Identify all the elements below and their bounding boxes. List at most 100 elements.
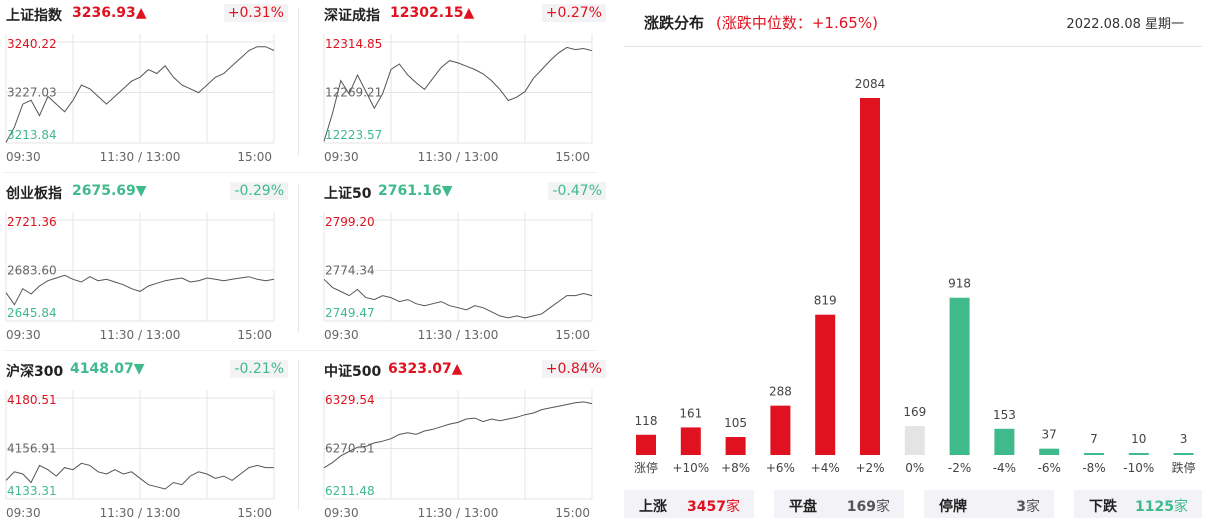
summary-label: 下跌 — [1089, 499, 1117, 515]
summary-value: 1125家 — [1135, 499, 1188, 515]
bar-category-label: +2% — [855, 461, 884, 475]
index-intraday-chart: 12314.85 12269.21 12223.57 09:30 11:30 / 13:… — [323, 34, 593, 164]
index-panel[interactable]: 上证50 2761.16▼ -0.47% 2799.20 2774.34 2749.… — [322, 178, 612, 350]
index-name: 沪深300 — [6, 364, 64, 380]
x-tick-label: 09:30 — [6, 506, 41, 520]
index-price: 3236.93▲ — [72, 5, 147, 21]
bar-value-label: 3 — [1180, 432, 1188, 446]
index-panel[interactable]: 创业板指 2675.69▼ -0.29% 2721.36 2683.60 2645.… — [4, 178, 294, 350]
distribution-bar — [1084, 453, 1104, 455]
distribution-bar — [860, 98, 880, 455]
x-tick-label: 09:30 — [324, 328, 359, 342]
distribution-bar — [949, 297, 970, 455]
y-low-label: 4133.31 — [7, 484, 57, 498]
bar-value-label: 918 — [948, 277, 971, 291]
summary-value: 169家 — [846, 499, 890, 515]
y-low-label: 6211.48 — [325, 484, 375, 498]
price-line — [5, 462, 274, 490]
summary-value: 3家 — [1016, 499, 1040, 515]
price-line — [323, 401, 593, 469]
x-tick-label: 11:30 / 13:00 — [100, 328, 181, 342]
summary-rise: 上涨 3457家 — [624, 490, 754, 518]
x-tick-label: 11:30 / 13:00 — [418, 506, 499, 520]
bar-value-label: 10 — [1131, 432, 1146, 446]
bar-value-label: 161 — [679, 406, 702, 420]
distribution-bar — [815, 314, 836, 455]
index-price: 12302.15▲ — [390, 5, 475, 21]
x-tick-label: 15:00 — [237, 328, 272, 342]
index-name: 中证500 — [324, 364, 382, 380]
index-intraday-chart: 2799.20 2774.34 2749.47 09:30 11:30 / 13:00 1… — [323, 212, 593, 342]
y-mid-label: 2774.34 — [325, 264, 375, 278]
distribution-date: 2022.08.08 星期一 — [1066, 17, 1184, 32]
summary-label: 上涨 — [639, 499, 667, 515]
price-line — [323, 46, 593, 142]
price-line — [323, 278, 593, 319]
bar-category-label: 跌停 — [1172, 460, 1196, 475]
index-panel[interactable]: 上证指数 3236.93▲ +0.31% 3240.22 3227.03 3213.… — [4, 0, 294, 172]
x-tick-label: 11:30 / 13:00 — [100, 506, 181, 520]
x-tick-label: 09:30 — [324, 506, 359, 520]
summary-suspended: 停牌 3家 — [924, 490, 1054, 518]
x-tick-label: 11:30 / 13:00 — [100, 150, 181, 164]
bar-category-label: -10% — [1123, 461, 1154, 475]
bar-value-label: 288 — [769, 385, 792, 399]
summary-label: 平盘 — [789, 499, 817, 515]
index-panel[interactable]: 深证成指 12302.15▲ +0.27% 12314.85 12269.21 12… — [322, 0, 612, 172]
index-intraday-chart: 6329.54 6270.51 6211.48 09:30 11:30 / 13:00 1… — [323, 390, 593, 520]
bar-category-label: -2% — [948, 461, 971, 475]
bar-category-label: -4% — [993, 461, 1016, 475]
price-line — [5, 274, 275, 306]
index-change-badge: +0.31% — [223, 4, 288, 22]
summary-fall: 下跌 1125家 — [1074, 490, 1202, 518]
distribution-median: (涨跌中位数：+1.65%) — [716, 14, 878, 32]
x-tick-label: 15:00 — [555, 506, 590, 520]
index-panel[interactable]: 中证500 6323.07▲ +0.84% 6329.54 6270.51 6211… — [322, 356, 612, 528]
panel-divider-vertical — [298, 185, 299, 333]
price-line — [5, 46, 275, 143]
index-name: 创业板指 — [6, 186, 62, 202]
bar-value-label: 153 — [993, 408, 1016, 422]
summary-value: 3457家 — [687, 499, 740, 515]
panel-divider-horizontal — [4, 350, 596, 351]
y-high-label: 2799.20 — [325, 215, 375, 229]
index-price: 2761.16▼ — [378, 183, 453, 199]
index-change-badge: -0.21% — [230, 360, 288, 378]
bar-category-label: +6% — [766, 461, 795, 475]
distribution-bar — [904, 426, 925, 455]
distribution-bar — [636, 434, 656, 455]
bar-category-label: 0% — [905, 461, 924, 475]
y-mid-label: 6270.51 — [325, 442, 375, 456]
bar-category-label: -6% — [1038, 461, 1061, 475]
bar-category-label: +10% — [672, 461, 709, 475]
index-name: 深证成指 — [324, 8, 380, 24]
bar-value-label: 169 — [903, 405, 926, 419]
x-tick-label: 11:30 / 13:00 — [418, 328, 499, 342]
x-tick-label: 15:00 — [237, 150, 272, 164]
x-tick-label: 09:30 — [6, 150, 41, 164]
bar-category-label: -8% — [1082, 461, 1105, 475]
bar-value-label: 118 — [635, 414, 658, 428]
distribution-bar — [1173, 453, 1194, 455]
index-change-badge: -0.29% — [230, 182, 288, 200]
index-change-badge: +0.27% — [541, 4, 606, 22]
summary-flat: 平盘 169家 — [774, 490, 904, 518]
x-tick-label: 15:00 — [555, 150, 590, 164]
distribution-bar — [1039, 448, 1060, 455]
bar-value-label: 2084 — [855, 77, 886, 91]
y-high-label: 6329.54 — [325, 393, 375, 407]
y-high-label: 12314.85 — [325, 37, 382, 51]
bar-value-label: 819 — [814, 294, 837, 308]
index-name: 上证50 — [324, 186, 372, 202]
distribution-bar — [770, 405, 791, 455]
index-price: 4148.07▼ — [70, 361, 145, 377]
y-mid-label: 4156.91 — [7, 442, 57, 456]
distribution-title: 涨跌分布 — [644, 14, 705, 32]
index-panel[interactable]: 沪深300 4148.07▼ -0.21% 4180.51 4156.91 4133… — [4, 356, 294, 528]
y-mid-label: 3227.03 — [7, 86, 57, 100]
index-intraday-chart: 3240.22 3227.03 3213.84 09:30 11:30 / 13:00 1… — [5, 34, 275, 164]
summary-label: 停牌 — [939, 499, 967, 515]
panel-divider-vertical — [298, 360, 299, 510]
y-mid-label: 12269.21 — [325, 86, 382, 100]
